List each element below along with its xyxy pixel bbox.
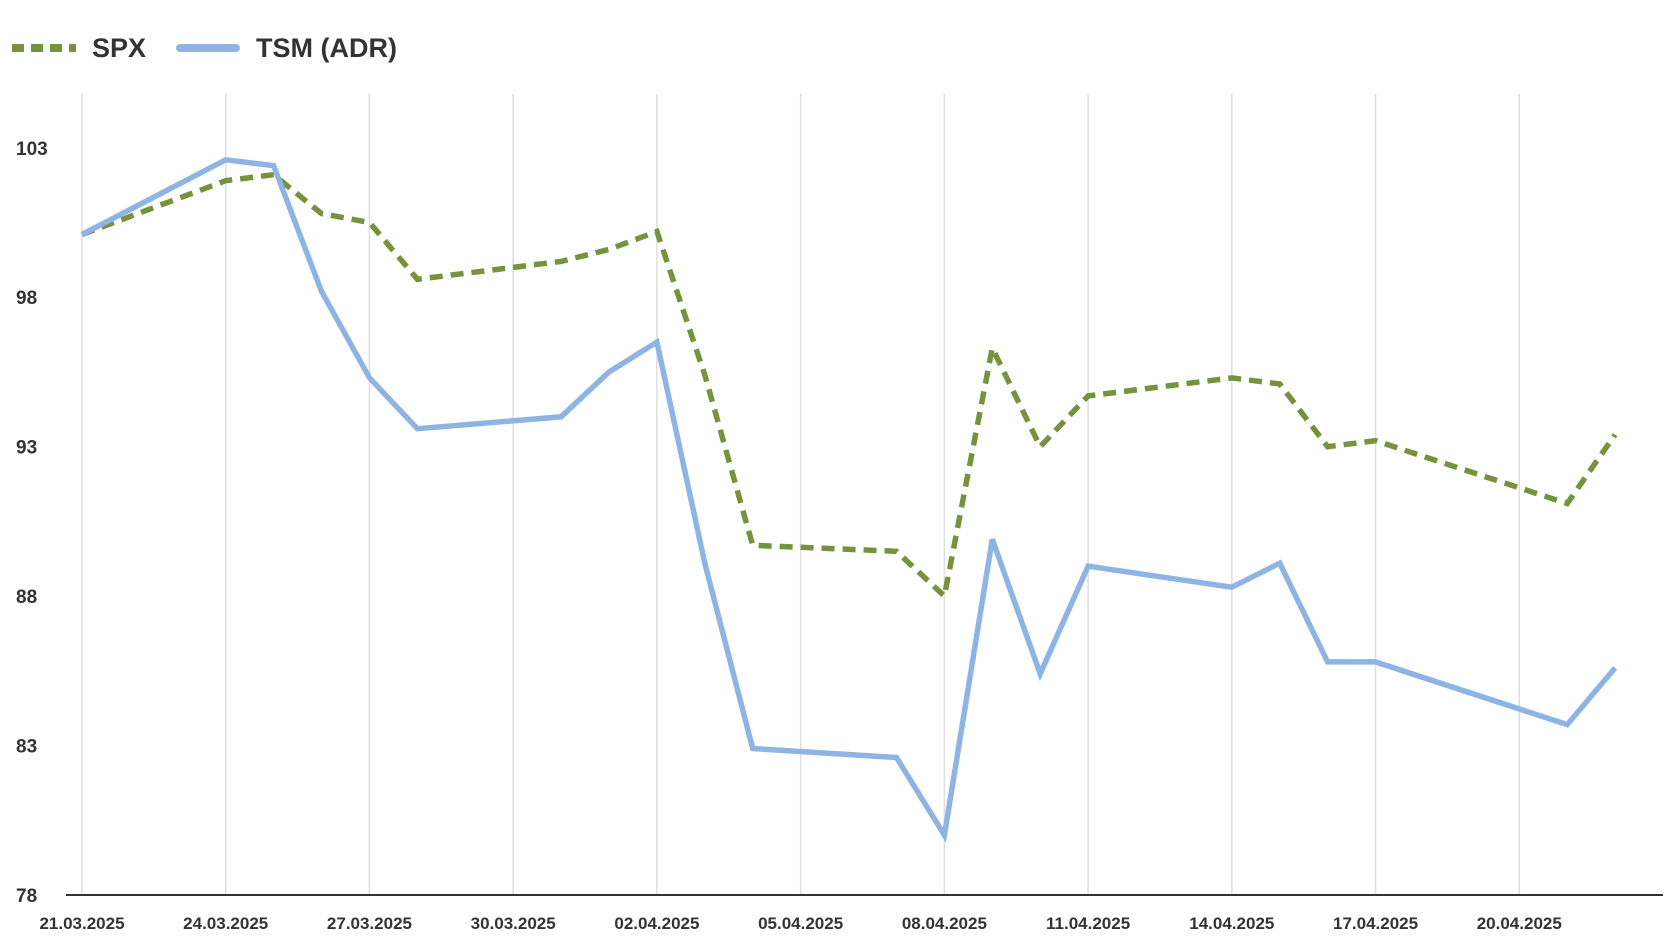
x-tick-label: 21.03.2025 — [39, 914, 124, 933]
legend-item: TSM (ADR) — [176, 33, 397, 64]
y-tick-label: 103 — [16, 139, 48, 160]
legend-label: SPX — [92, 32, 147, 63]
spx-series-line — [81, 171, 1618, 602]
y-tick-label: 93 — [16, 438, 37, 459]
x-tick-label: 20.04.2025 — [1477, 914, 1562, 933]
chart-legend: SPX TSM (ADR) — [12, 28, 427, 68]
x-tick-label: 17.04.2025 — [1333, 914, 1418, 933]
grid-lines — [81, 94, 1521, 895]
y-tick-label: 83 — [16, 737, 37, 758]
x-tick-label: 14.04.2025 — [1189, 914, 1274, 933]
x-tick-label: 02.04.2025 — [614, 914, 699, 933]
x-tick-label: 24.03.2025 — [183, 914, 268, 933]
x-tick-label: 27.03.2025 — [327, 914, 412, 933]
x-tick-label: 11.04.2025 — [1046, 914, 1130, 933]
y-tick-label: 88 — [16, 587, 37, 608]
x-tick-label: 30.03.2025 — [471, 914, 556, 933]
x-axis-ticks: 21.03.2025 24.03.2025 27.03.2025 30.03.2025… — [39, 914, 1561, 933]
y-axis-ticks: 78 83 88 93 98 103 — [16, 139, 48, 907]
legend-label: TSM (ADR) — [256, 32, 398, 63]
series-layer — [80, 156, 1618, 843]
x-tick-label: 05.04.2025 — [758, 914, 843, 933]
tsm-series-line — [80, 156, 1618, 843]
legend-swatch — [12, 44, 76, 52]
legend-item: SPX — [12, 33, 146, 64]
y-tick-label: 98 — [16, 288, 37, 309]
y-tick-label: 78 — [16, 886, 37, 907]
legend-swatch — [176, 44, 241, 52]
x-tick-label: 08.04.2025 — [902, 914, 987, 933]
